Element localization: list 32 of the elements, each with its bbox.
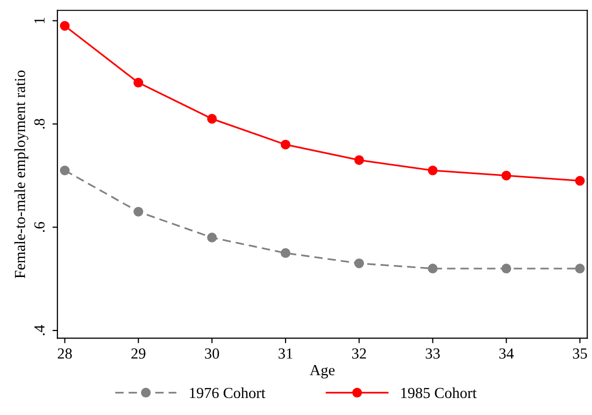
x-tick-label: 28 xyxy=(58,348,72,359)
y-axis-title: Female-to-male employment ratio xyxy=(14,70,28,278)
y-tick-label: .8 xyxy=(34,118,45,129)
y-tick-label: .6 xyxy=(34,222,45,232)
point xyxy=(354,258,364,268)
x-tick-label: 31 xyxy=(278,348,292,359)
x-tick-label: 34 xyxy=(499,348,514,359)
point xyxy=(428,264,438,274)
y-tick-label: .4 xyxy=(34,324,45,336)
x-tick-label: 33 xyxy=(426,348,440,359)
point xyxy=(501,170,512,180)
point xyxy=(280,248,290,258)
point xyxy=(207,114,217,124)
point xyxy=(60,166,70,176)
point xyxy=(354,155,364,165)
point xyxy=(575,264,585,274)
x-tick-label: 35 xyxy=(572,348,587,359)
point xyxy=(280,140,290,150)
point xyxy=(134,206,144,217)
legend-label: 1976 Cohort xyxy=(190,387,266,398)
point xyxy=(501,264,512,274)
x-tick-label: 30 xyxy=(205,348,220,359)
point xyxy=(60,21,70,31)
legend-label: 1985 Cohort xyxy=(401,387,477,398)
x-axis-title: Age xyxy=(310,365,335,378)
point xyxy=(134,78,144,88)
point xyxy=(207,232,217,242)
x-tick-label: 32 xyxy=(352,348,366,359)
y-tick-label: 1 xyxy=(34,18,44,24)
point xyxy=(428,166,438,176)
x-tick-label: 29 xyxy=(131,348,146,359)
point xyxy=(575,176,585,186)
